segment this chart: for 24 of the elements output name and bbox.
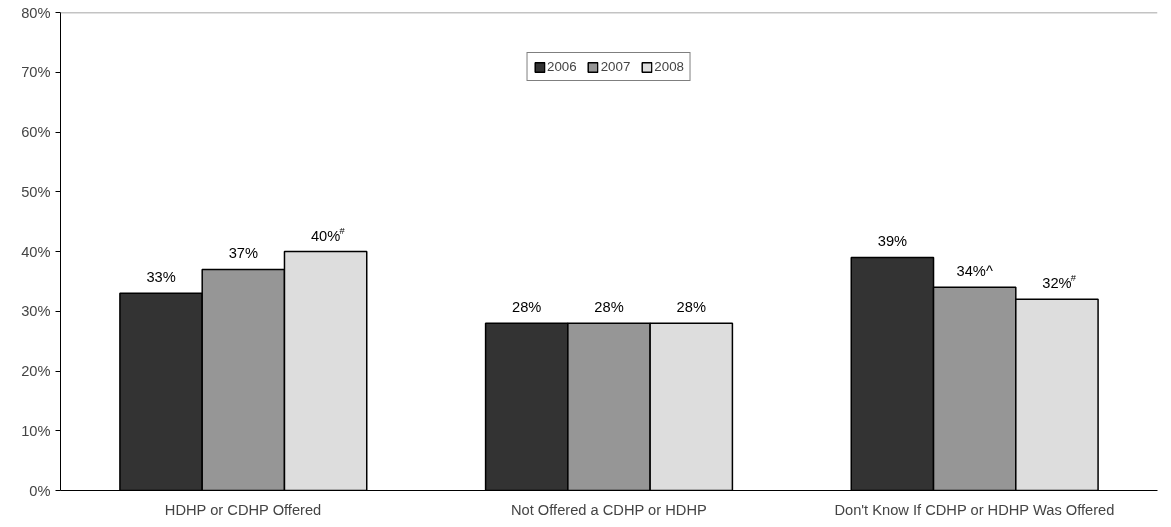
y-tick-label: 80%	[21, 4, 51, 21]
data-label: 33%	[146, 269, 176, 286]
x-tick-label: Don't Know If CDHP or HDHP Was Offered	[834, 501, 1115, 518]
y-tick-label: 60%	[21, 124, 51, 140]
legend-label: 2008	[654, 59, 684, 74]
data-label: 40%#	[310, 225, 346, 244]
legend-label: 2006	[547, 59, 577, 74]
y-tick-label: 40%	[21, 243, 51, 260]
data-label: 28%	[676, 299, 706, 316]
x-tick-label: HDHP or CDHP Offered	[164, 501, 322, 518]
y-tick-label: 20%	[21, 363, 51, 379]
data-label: 28%	[512, 299, 542, 316]
y-tick-label: 70%	[21, 64, 51, 81]
y-tick-label: 0%	[29, 482, 51, 499]
legend-label: 2007	[600, 59, 631, 74]
y-tick-label: 30%	[21, 303, 51, 320]
y-tick-label: 10%	[21, 422, 51, 439]
data-label: 39%	[877, 233, 908, 250]
data-label: 34%^	[956, 263, 993, 280]
x-tick-label: Not Offered a CDHP or HDHP	[510, 501, 707, 518]
data-label: 28%	[594, 299, 624, 316]
data-label: 32%#	[1042, 273, 1077, 292]
data-label: 37%	[228, 245, 259, 262]
y-tick-label: 50%	[21, 183, 51, 200]
